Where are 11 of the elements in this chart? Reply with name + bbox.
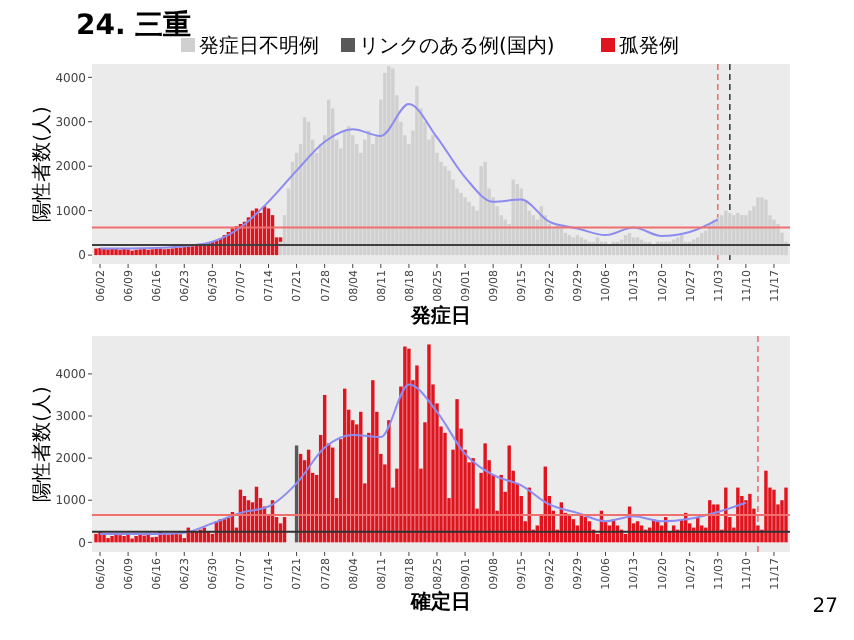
chart-title: 24. 三重 [76,10,192,42]
x-axis-title: 確定日 [409,590,471,614]
text: 27 [812,596,838,618]
y-axis-title: 陽性者数(人) [30,106,54,222]
legend-label: 孤発例 [619,34,679,58]
legend-label: 発症日不明例 [199,34,319,58]
y-axis-title: 陽性者数(人) [30,386,54,502]
line-series [99,383,747,535]
legend-label: リンクのある例(国内) [359,34,555,58]
x-axis-title: 発症日 [409,304,471,328]
line-series [99,103,719,250]
